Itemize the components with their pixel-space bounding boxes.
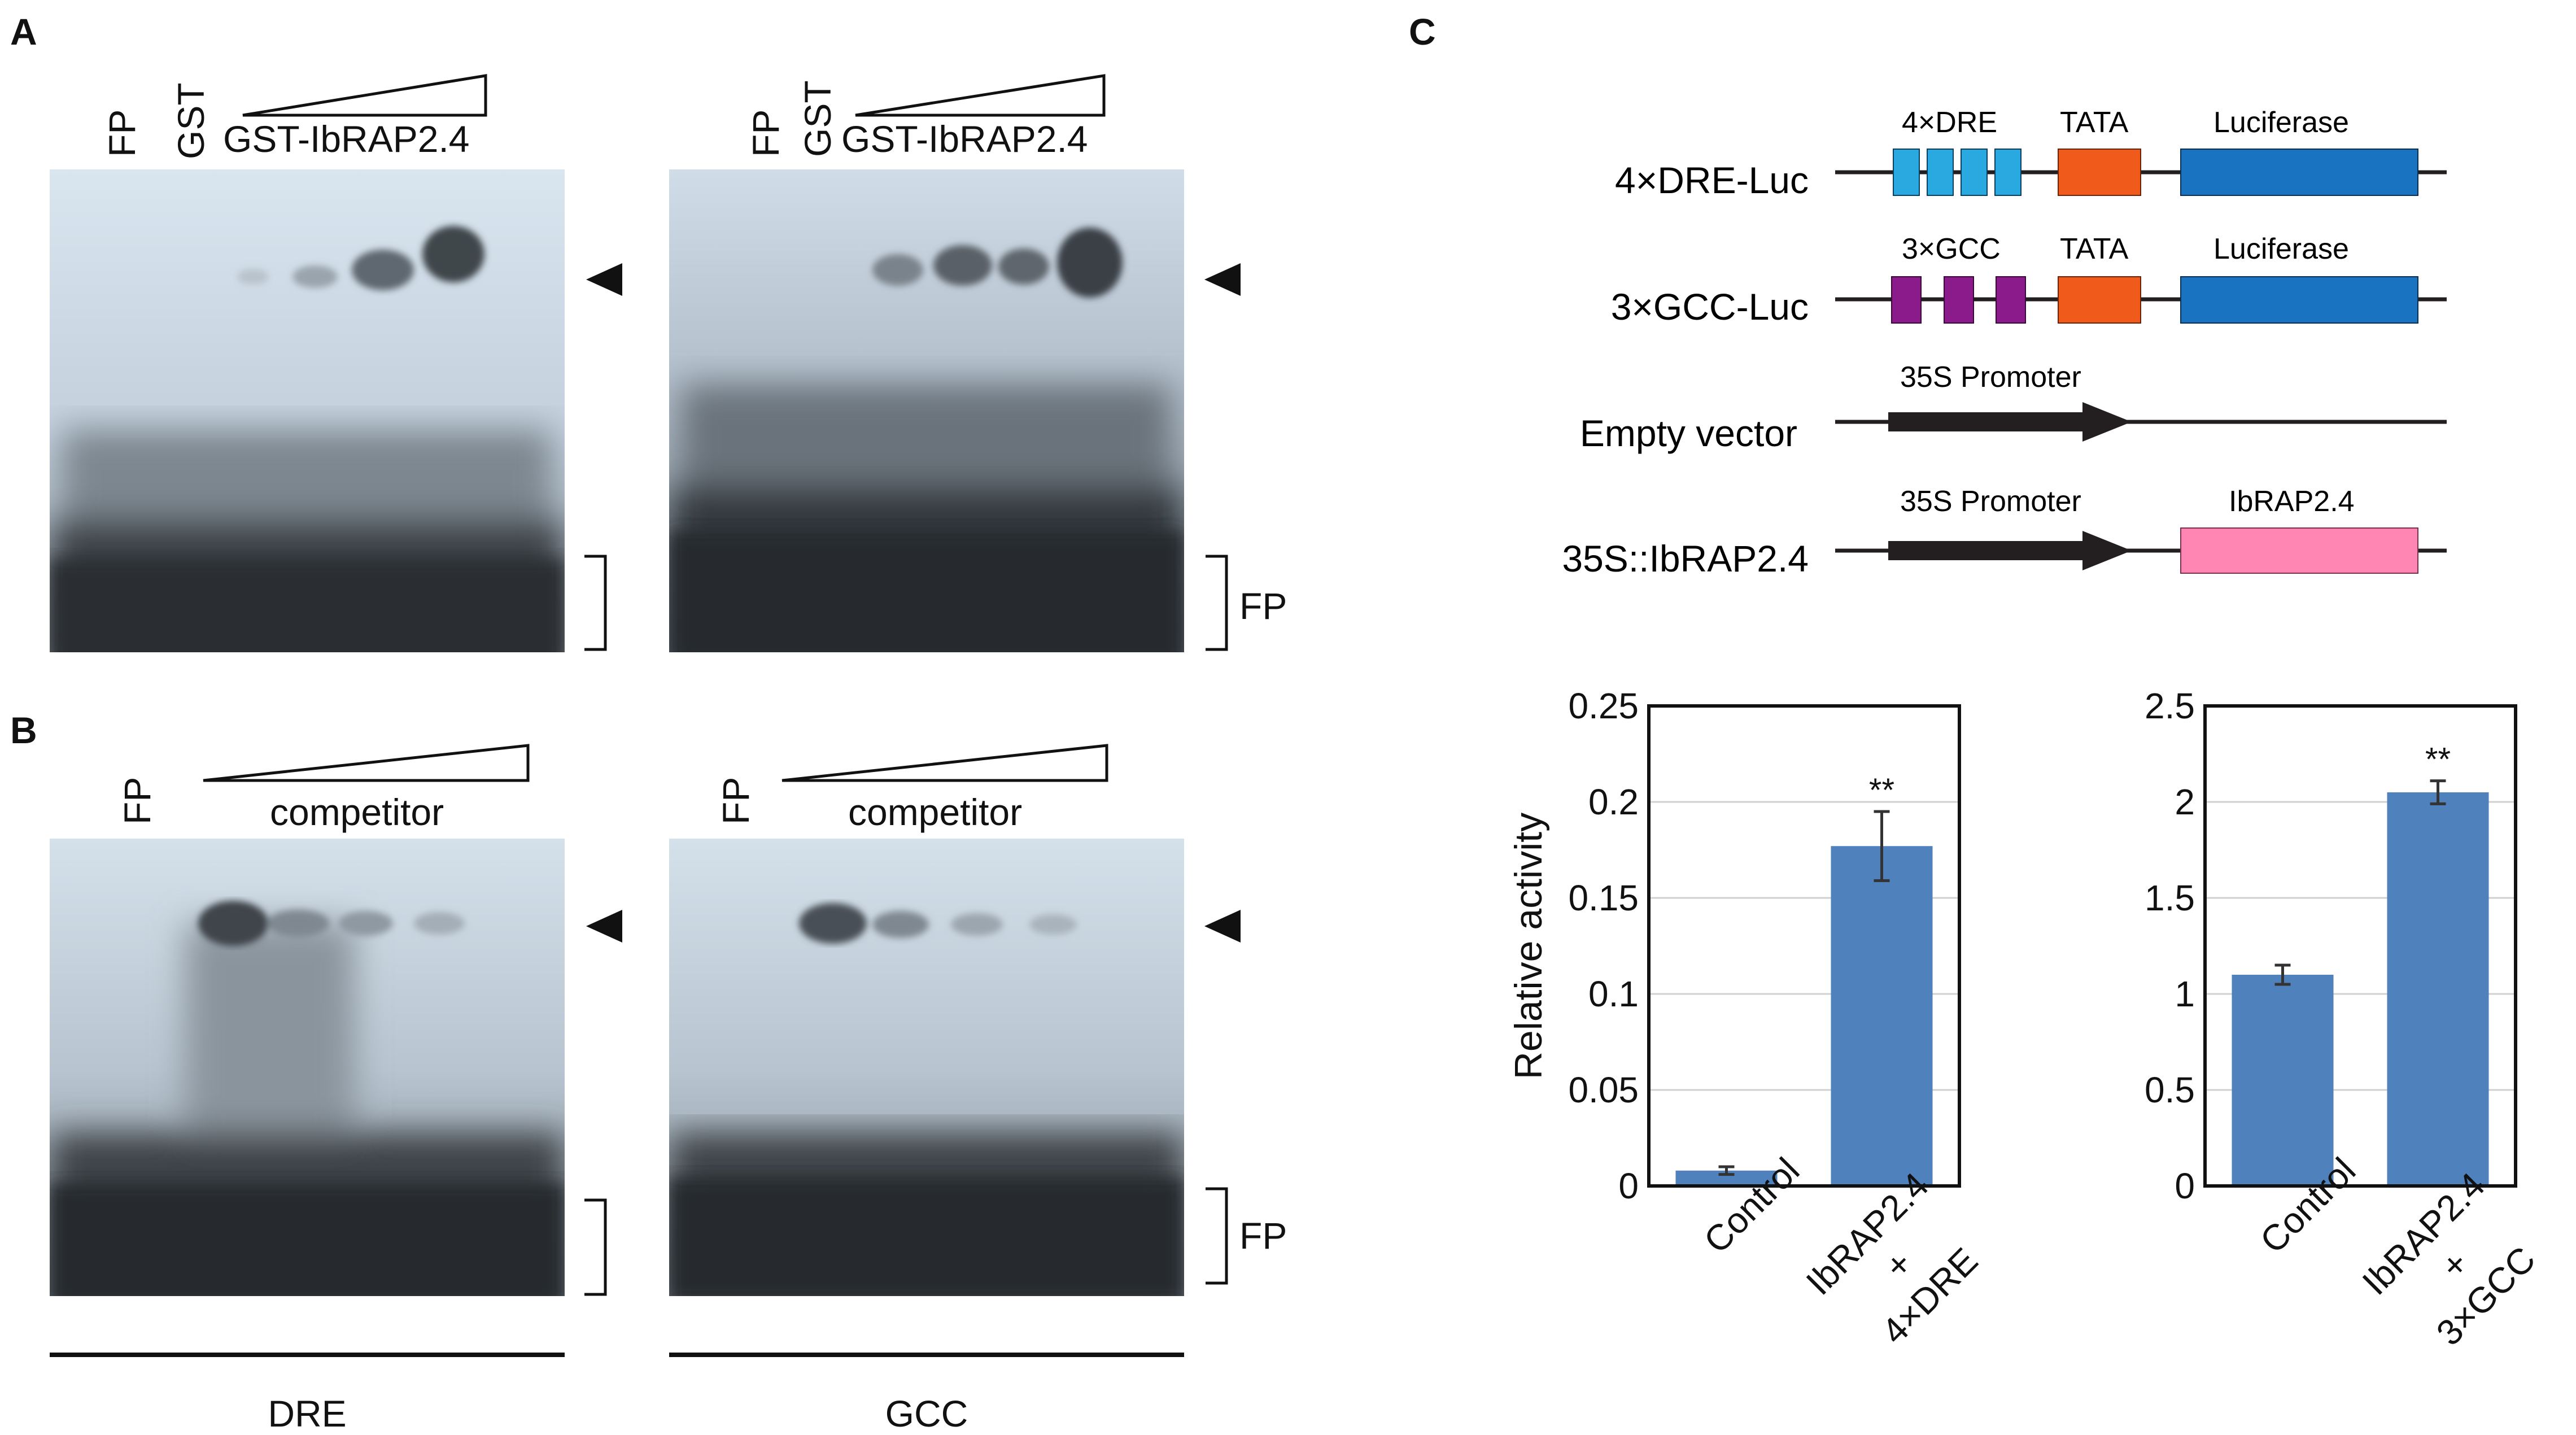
free-probe-label: FP bbox=[1239, 585, 1287, 627]
construct-diagram: 4×DRE-Luc 4×DRE TATA Luciferase 3×GCC-Lu… bbox=[1562, 106, 2447, 579]
plot-frame bbox=[2203, 704, 2517, 1188]
tata-label: TATA bbox=[2060, 106, 2129, 139]
lane-label-fp: FP bbox=[715, 777, 757, 825]
reporter-label: Luciferase bbox=[2213, 233, 2349, 265]
bound-complex-arrowhead bbox=[586, 263, 622, 296]
bar bbox=[2232, 975, 2334, 1186]
tata-label: TATA bbox=[2060, 233, 2129, 265]
y-tick-label: 0.2 bbox=[1588, 782, 1639, 822]
concentration-wedge bbox=[242, 74, 487, 117]
tata-box bbox=[2058, 276, 2141, 324]
y-tick-label: 0.05 bbox=[1568, 1070, 1639, 1110]
construct-35s-ibrap24: 35S::IbRAP2.4 35S Promoter IbRAP2.4 bbox=[1562, 485, 2447, 579]
gcc-element bbox=[1996, 276, 2026, 324]
reporter-label: Luciferase bbox=[2213, 106, 2349, 139]
y-tick-label: 1.5 bbox=[2145, 878, 2195, 918]
y-tick-label: 0.25 bbox=[1568, 686, 1639, 726]
promoter-label: 35S Promoter bbox=[1900, 361, 2081, 394]
gel-image-a-gcc bbox=[669, 169, 1184, 652]
promoter-arrow bbox=[1888, 402, 2132, 442]
bar bbox=[1831, 846, 1933, 1186]
bar bbox=[2387, 792, 2489, 1186]
y-tick-label: 2.5 bbox=[2145, 686, 2195, 726]
lane-label-fp: FP bbox=[116, 777, 158, 825]
ibrap24-gene-box bbox=[2180, 527, 2418, 574]
luciferase-box bbox=[2180, 276, 2418, 324]
free-probe-bracket bbox=[1206, 1187, 1228, 1285]
bar-chart-1: 0 0.05 0.1 0.15 0.2 0.25 Control ** IbRAP2.4+4×D… bbox=[1507, 686, 1999, 1365]
y-tick-label: 0.15 bbox=[1568, 878, 1639, 918]
panel-label-b: B bbox=[10, 709, 37, 751]
lane-header-gst-ibrap24: GST-IbRAP2.4 bbox=[841, 118, 1088, 160]
construct-name: 4×DRE-Luc bbox=[1615, 159, 1809, 201]
construct-4xdre-luc: 4×DRE-Luc 4×DRE TATA Luciferase bbox=[1615, 106, 2447, 201]
dre-element bbox=[1927, 149, 1954, 196]
y-tick-label: 0 bbox=[2175, 1166, 2195, 1206]
gcc-element bbox=[1891, 276, 1922, 324]
x-tick-label: IbRAP2.4+3×GCC bbox=[2355, 1164, 2555, 1365]
y-axis-label: Relative activity bbox=[1507, 813, 1550, 1079]
bound-complex-arrowhead bbox=[586, 910, 622, 943]
bound-complex-arrowhead bbox=[1204, 263, 1241, 296]
competitor-label: competitor bbox=[270, 791, 444, 833]
probe-caption-dre: DRE bbox=[268, 1393, 347, 1434]
y-tick-label: 1 bbox=[2175, 974, 2195, 1014]
probe-underline bbox=[669, 1353, 1184, 1357]
construct-name: 3×GCC-Luc bbox=[1611, 286, 1809, 328]
probe-caption-gcc: GCC bbox=[885, 1393, 968, 1434]
competitor-wedge bbox=[203, 744, 530, 782]
lane-label-gst: GST bbox=[170, 82, 212, 159]
construct-name: 35S::IbRAP2.4 bbox=[1562, 538, 1809, 579]
competitor-label: competitor bbox=[848, 791, 1023, 833]
free-probe-bracket bbox=[584, 555, 607, 651]
gel-image-a-dre bbox=[50, 169, 565, 652]
dre-element bbox=[1961, 149, 1988, 196]
construct-3xgcc-luc: 3×GCC-Luc 3×GCC TATA Luciferase bbox=[1611, 233, 2447, 328]
y-tick-label: 0 bbox=[1618, 1166, 1639, 1206]
construct-empty-vector: Empty vector 35S Promoter bbox=[1580, 361, 2447, 454]
tata-box bbox=[2058, 149, 2141, 196]
construct-name: Empty vector bbox=[1580, 412, 1797, 454]
free-probe-bracket bbox=[584, 1198, 607, 1296]
lane-header-gst-ibrap24: GST-IbRAP2.4 bbox=[223, 118, 470, 160]
element-label: 4×DRE bbox=[1902, 106, 1997, 139]
lane-label-fp: FP bbox=[745, 109, 787, 157]
dre-element bbox=[1893, 149, 1920, 196]
gel-image-b-dre bbox=[50, 839, 565, 1296]
probe-underline bbox=[50, 1353, 565, 1357]
y-tick-label: 0.5 bbox=[2145, 1070, 2195, 1110]
bound-complex-arrowhead bbox=[1204, 910, 1241, 943]
gel-image-b-gcc bbox=[669, 839, 1184, 1296]
panel-label-c: C bbox=[1409, 11, 1436, 53]
luciferase-activity-charts: 0 0.05 0.1 0.15 0.2 0.25 Control ** IbRAP2.4+4×D… bbox=[1507, 686, 2555, 1365]
significance-marker: ** bbox=[2425, 742, 2451, 778]
luciferase-box bbox=[2180, 149, 2418, 196]
x-tick-label: IbRAP2.4+4×DRE bbox=[1798, 1164, 1999, 1365]
concentration-wedge bbox=[855, 74, 1106, 117]
significance-marker: ** bbox=[1869, 772, 1894, 809]
lane-label-fp: FP bbox=[101, 109, 143, 157]
gcc-element bbox=[1944, 276, 1974, 324]
promoter-label: 35S Promoter bbox=[1900, 485, 2081, 518]
dre-element bbox=[1994, 149, 2021, 196]
competitor-wedge bbox=[781, 744, 1108, 782]
panel-label-a: A bbox=[10, 11, 37, 53]
lane-label-gst: GST bbox=[797, 80, 839, 157]
free-probe-bracket bbox=[1206, 555, 1228, 651]
y-tick-label: 0.1 bbox=[1588, 974, 1639, 1014]
element-label: 3×GCC bbox=[1902, 233, 2001, 265]
y-tick-label: 2 bbox=[2175, 782, 2195, 822]
plot-frame bbox=[1647, 704, 1961, 1188]
gene-label: IbRAP2.4 bbox=[2229, 485, 2355, 518]
promoter-arrow bbox=[1888, 531, 2132, 570]
x-tick-label: Control bbox=[1696, 1150, 1807, 1261]
free-probe-label: FP bbox=[1239, 1215, 1287, 1257]
